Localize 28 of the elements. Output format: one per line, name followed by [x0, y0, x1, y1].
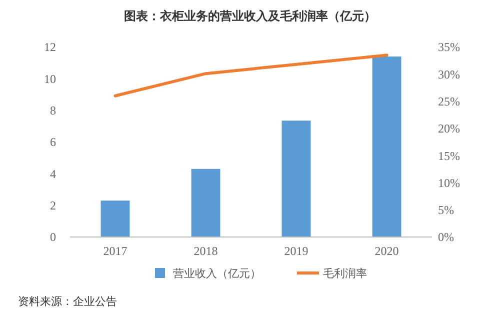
- legend-label: 毛利润率: [323, 266, 367, 280]
- y-tick-label: 2: [50, 198, 56, 213]
- y-tick-label: 6: [50, 135, 56, 150]
- x-tick-label: 2018: [194, 244, 218, 258]
- y-tick-label: 0: [50, 230, 56, 244]
- text: 资料来源：企业公告: [18, 295, 117, 308]
- y2-tick-label: 20%: [438, 122, 460, 136]
- bar: [191, 168, 220, 237]
- bar: [372, 56, 402, 237]
- chart-title: 图表：衣柜业务的营业收入及毛利润率（亿元）: [124, 9, 376, 23]
- x-tick-label: 2019: [284, 244, 308, 258]
- bar: [100, 200, 130, 237]
- line-series: [114, 54, 388, 98]
- y2-tick-label: 35%: [438, 40, 460, 54]
- legend-label: 营业收入（亿元）: [173, 266, 261, 280]
- x-tick-label: 2017: [103, 244, 128, 258]
- y-tick-label: 12: [44, 40, 56, 54]
- y2-tick-label: 5%: [438, 203, 454, 218]
- y2-tick-label: 30%: [438, 67, 460, 82]
- bar: [282, 120, 311, 237]
- y2-tick-label: 10%: [438, 176, 460, 190]
- x-tick-label: 2020: [374, 244, 399, 258]
- y2-tick-label: 15%: [438, 148, 460, 163]
- y2-tick-label: 25%: [438, 94, 460, 108]
- y-tick-label: 4: [50, 166, 56, 181]
- y-tick-label: 10: [44, 72, 56, 86]
- y2-tick-label: 0%: [438, 230, 454, 244]
- y-tick-label: 8: [50, 104, 56, 118]
